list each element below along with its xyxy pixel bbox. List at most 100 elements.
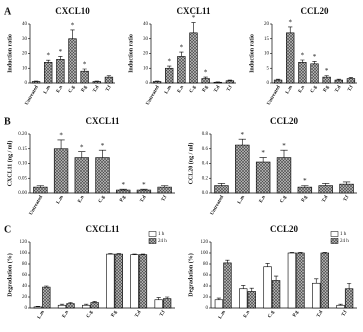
y-tick-label: 20 (143, 52, 149, 57)
error-bar (301, 185, 309, 188)
bar (235, 144, 250, 194)
error-bar (191, 22, 196, 33)
x-tick-label: T.f (159, 310, 166, 318)
significance-star: * (313, 53, 317, 61)
panel-label: B (4, 116, 11, 127)
bar (255, 161, 271, 194)
y-tick-label: 0.0 (202, 191, 209, 196)
legend-swatch (330, 238, 339, 244)
x-tick-label: Untreated (210, 195, 225, 216)
bar (214, 299, 224, 309)
x-tick-label: T.f (226, 85, 233, 93)
bar (80, 70, 89, 84)
bar (201, 78, 210, 84)
y-tick-label: 0 (206, 306, 209, 311)
error-bar (238, 138, 246, 146)
error-bar (156, 297, 161, 300)
x-tick-label: L.m (285, 84, 294, 95)
bar (154, 299, 163, 309)
error-bar (108, 253, 113, 255)
x-tick-label: C.g (280, 195, 288, 204)
error-bar (44, 285, 49, 288)
bar (296, 252, 305, 309)
error-bar (275, 78, 281, 81)
bar (33, 186, 48, 194)
legend-label: 24 h (340, 239, 349, 244)
error-bar (227, 79, 233, 81)
y-tick-label: 0.2 (202, 176, 209, 181)
x-tick-label: T.d (135, 310, 143, 319)
bar (53, 148, 69, 194)
significance-star: * (46, 52, 50, 60)
error-bar (140, 253, 146, 255)
significance-star: * (83, 61, 87, 69)
bar (66, 303, 75, 309)
error-bar (217, 183, 226, 186)
error-bar (82, 68, 87, 72)
error-bar (273, 275, 279, 281)
panel-label: C (4, 224, 11, 235)
y-tick-label: 40 (22, 22, 28, 27)
error-bar (70, 29, 75, 39)
bar (263, 266, 272, 309)
bar (42, 286, 51, 309)
error-bar (324, 75, 329, 78)
y-axis-label: Degradation (%) (6, 253, 13, 297)
error-bar (280, 149, 288, 158)
bar (33, 306, 42, 309)
y-tick-label: 20 (203, 295, 209, 300)
bar (116, 189, 131, 194)
x-tick-label: P.g (301, 195, 309, 203)
bar (310, 63, 319, 84)
significance-star: * (303, 177, 307, 185)
error-bar (265, 263, 270, 267)
bar (74, 157, 89, 194)
y-tick-label: 40 (22, 284, 28, 289)
y-axis-label: CCL20 (ng / ml) (187, 143, 194, 185)
error-bar (289, 252, 295, 253)
x-tick-label: T.d (322, 195, 330, 204)
significance-star: * (59, 132, 63, 140)
chart-title: CXCL11 (85, 116, 120, 126)
bar (106, 253, 115, 309)
x-tick-label: T.f (161, 195, 168, 203)
significance-star: * (301, 52, 305, 60)
significance-star: * (71, 22, 75, 30)
chart-title: CXCL11 (85, 224, 120, 234)
y-tick-label: 30 (22, 37, 28, 42)
y-tick-label: 0 (25, 81, 28, 86)
bar (297, 186, 313, 194)
significance-star: * (241, 131, 245, 139)
bar (90, 302, 99, 309)
significance-star: * (192, 14, 196, 22)
error-bar (216, 297, 222, 300)
error-bar (259, 157, 267, 163)
bar (165, 67, 174, 84)
error-bar (203, 76, 208, 79)
y-tick-label: 100 (20, 251, 28, 256)
x-tick-label: E.n (77, 195, 85, 204)
y-tick-label: 20 (264, 22, 270, 27)
bar (312, 282, 321, 309)
bar (223, 262, 232, 309)
significance-star: * (167, 58, 171, 66)
x-tick-label: E.n (259, 195, 267, 204)
y-tick-label: 80 (22, 262, 28, 267)
x-tick-label: L.m (37, 309, 46, 320)
x-tick-label: C.g (310, 85, 318, 94)
y-tick-label: 0.6 (202, 147, 209, 152)
y-tick-label: 0 (267, 81, 270, 86)
error-bar (92, 301, 97, 303)
legend-swatch (148, 238, 157, 244)
bar (239, 288, 248, 309)
x-tick-label: E.n (62, 310, 70, 319)
bar (104, 76, 114, 84)
error-bar (348, 77, 354, 79)
bar (287, 252, 297, 309)
significance-star: * (80, 143, 84, 151)
chart-title: CCL20 (270, 224, 299, 234)
bar (68, 38, 77, 84)
significance-star: * (204, 69, 208, 77)
error-bar (338, 303, 343, 306)
